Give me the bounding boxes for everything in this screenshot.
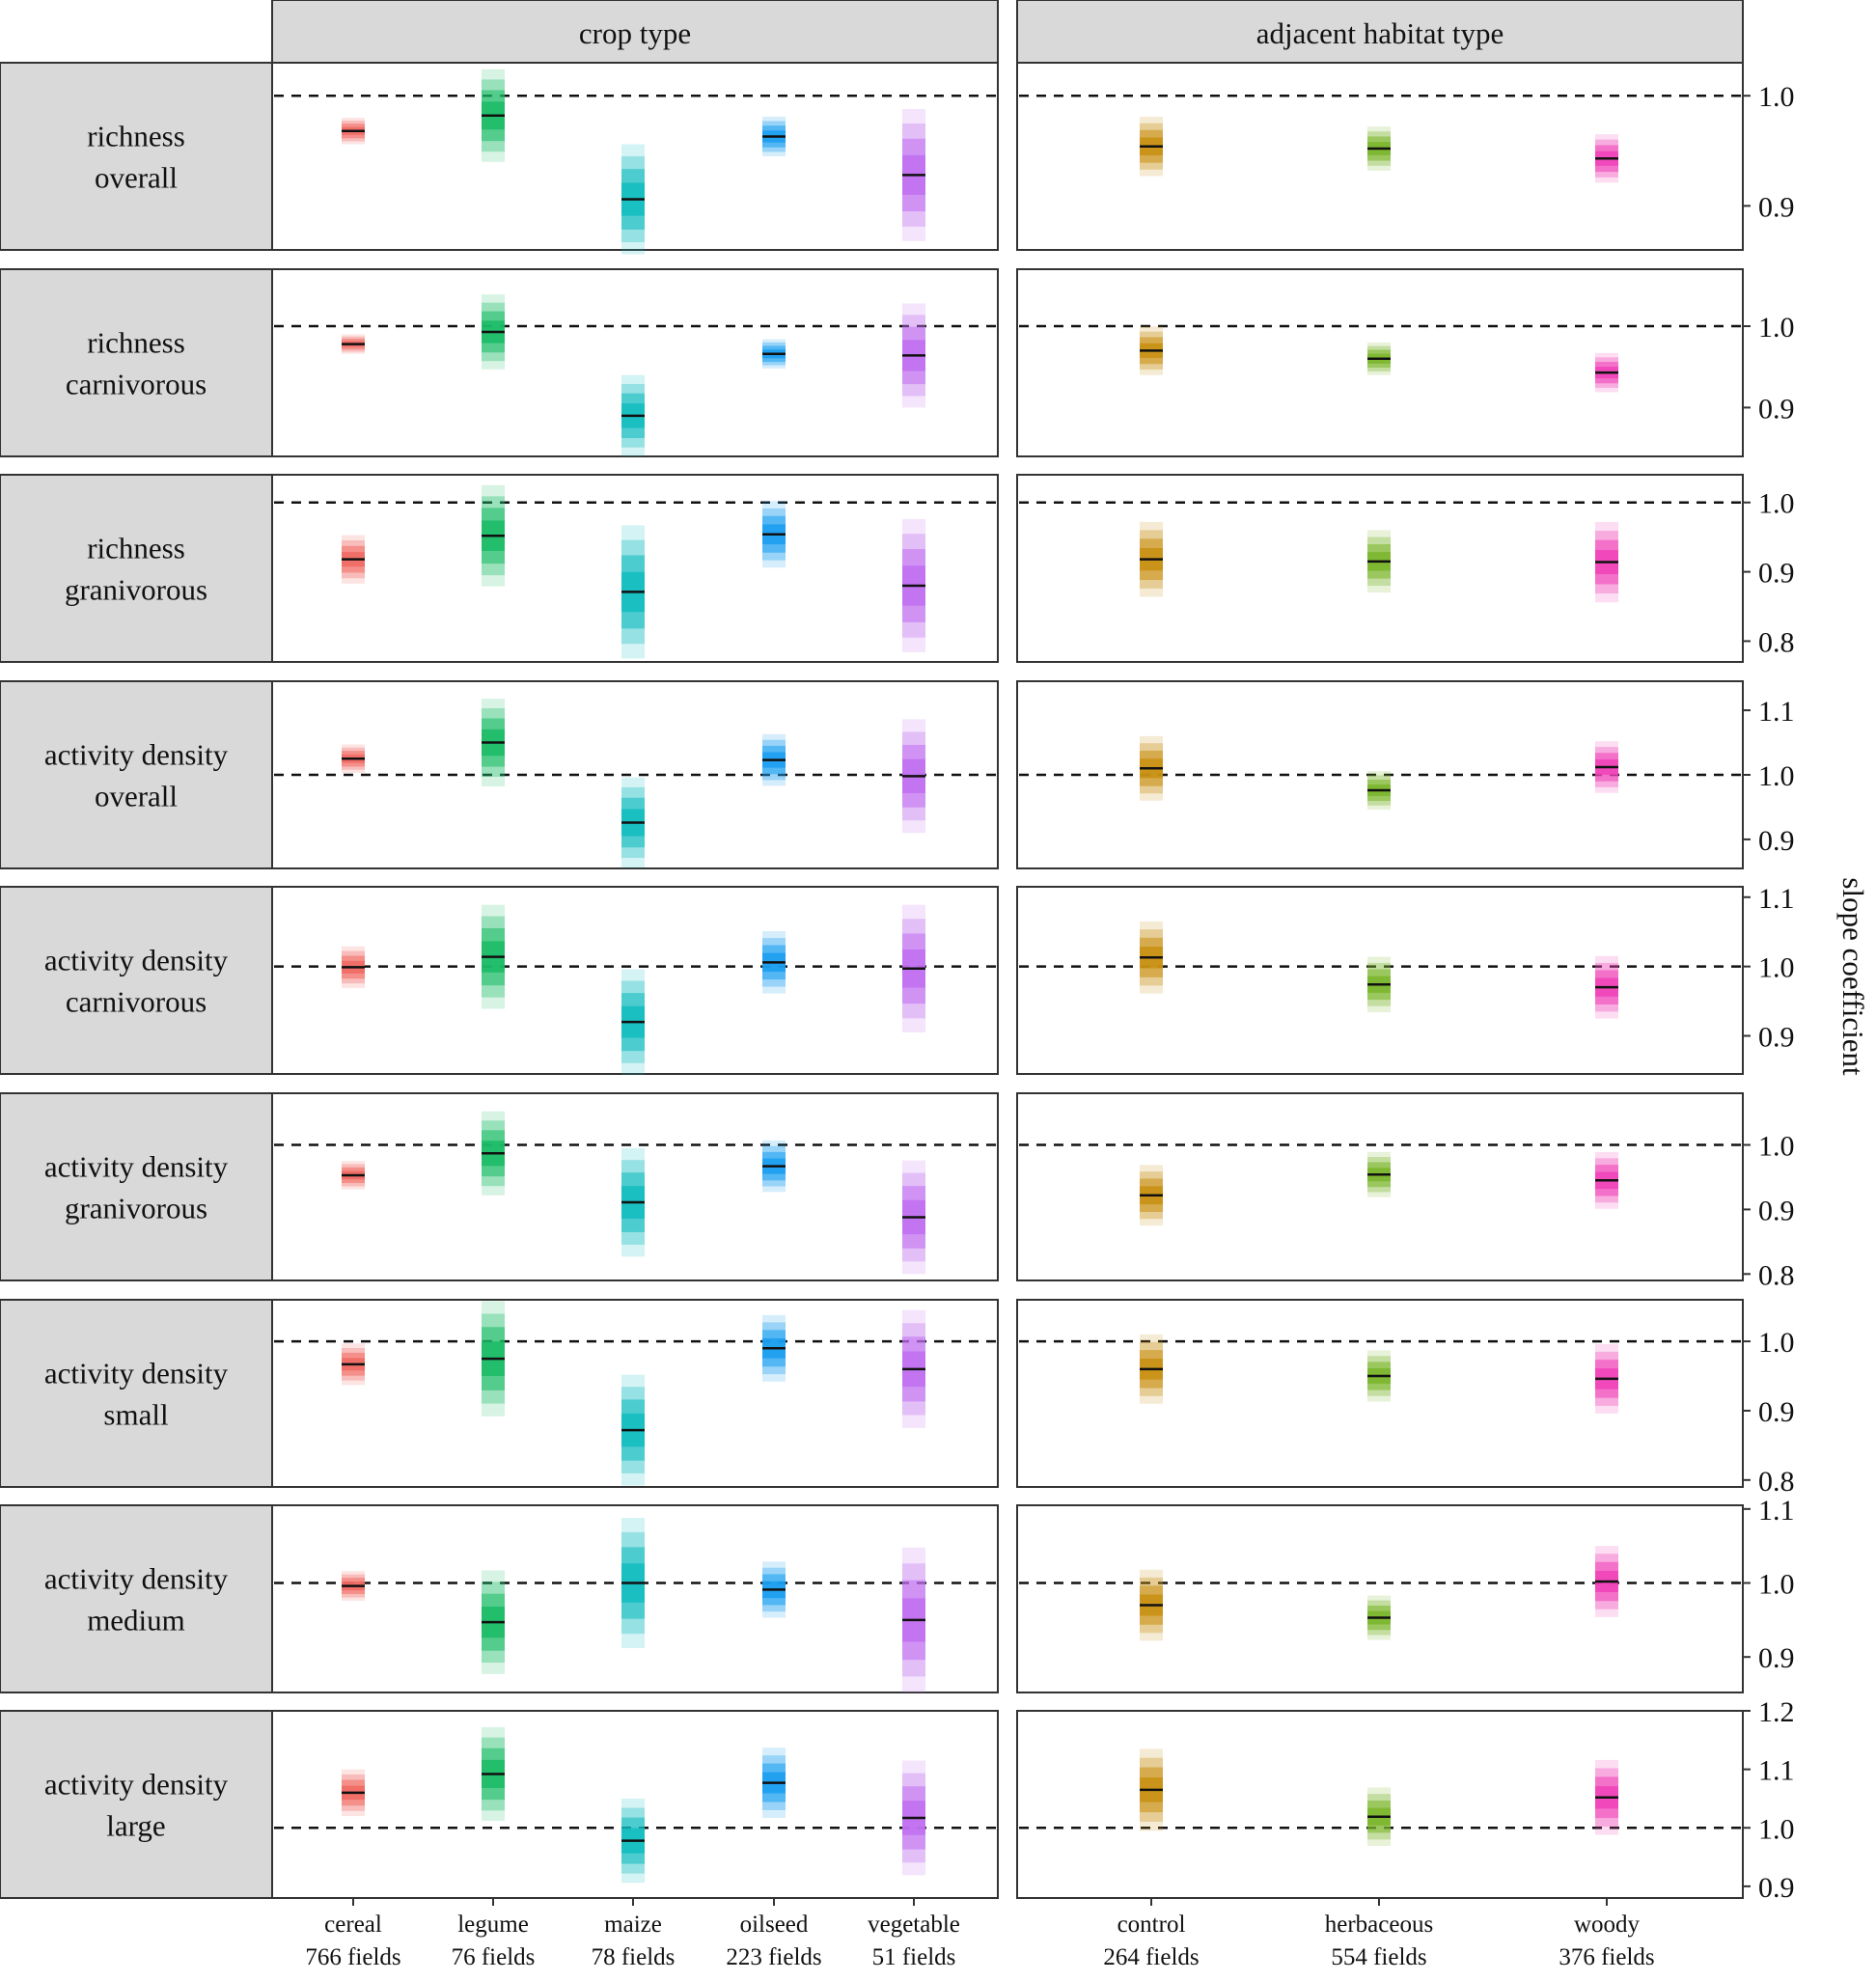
row-label-7-0: activity density (44, 1562, 229, 1596)
row-label-4-1: carnivorous (66, 985, 207, 1019)
xsublabel-crop-4: 51 fields (872, 1944, 956, 1970)
xlabel-habitat-2: woody (1574, 1912, 1641, 1938)
row-label-0-0: richness (87, 120, 185, 153)
row-label-5-1: granivorous (65, 1192, 207, 1225)
ytick-label-6-2: 0.8 (1758, 1466, 1795, 1498)
panel-crop-8 (271, 1710, 999, 1899)
row-strip-4 (0, 886, 273, 1075)
ytick-label-0-1: 0.9 (1758, 191, 1795, 223)
row-strip-2 (0, 474, 273, 663)
panel-habitat-7 (1016, 1504, 1744, 1693)
row-strip-0 (0, 62, 273, 251)
y-axis-title: slope coefficient (1836, 877, 1870, 1076)
row-label-1-0: richness (87, 326, 185, 360)
ytick-label-5-2: 0.8 (1758, 1259, 1795, 1291)
row-label-5-0: activity density (44, 1150, 229, 1184)
ytick-label-8-2: 1.0 (1758, 1813, 1795, 1845)
ytick-label-3-1: 1.0 (1758, 760, 1795, 792)
xlabel-habitat-0: control (1117, 1912, 1186, 1938)
xsublabel-crop-2: 78 fields (592, 1944, 676, 1970)
row-label-4-0: activity density (44, 944, 229, 977)
row-label-8-1: large (106, 1809, 165, 1843)
ytick-label-3-0: 1.1 (1758, 696, 1795, 728)
row-label-3-0: activity density (44, 738, 229, 772)
row-strip-7 (0, 1504, 273, 1693)
ytick-label-4-0: 1.1 (1758, 883, 1795, 915)
row-strip-6 (0, 1299, 273, 1488)
xsublabel-habitat-0: 264 fields (1103, 1944, 1199, 1970)
row-label-3-1: overall (95, 780, 178, 813)
ytick-label-7-1: 1.0 (1758, 1569, 1795, 1601)
xsublabel-crop-0: 766 fields (305, 1944, 400, 1970)
xlabel-crop-2: maize (604, 1912, 662, 1938)
row-strip-1 (0, 268, 273, 457)
ytick-label-6-0: 1.0 (1758, 1327, 1795, 1359)
ytick-label-1-0: 1.0 (1758, 312, 1795, 344)
ytick-label-0-0: 1.0 (1758, 81, 1795, 113)
row-strip-5 (0, 1092, 273, 1281)
ytick-label-8-3: 0.9 (1758, 1872, 1795, 1904)
facet-title-0: crop type (579, 16, 691, 50)
xsublabel-habitat-2: 376 fields (1559, 1944, 1654, 1970)
row-label-6-0: activity density (44, 1357, 229, 1390)
ytick-label-2-1: 0.9 (1758, 558, 1795, 590)
ytick-label-8-0: 1.2 (1758, 1696, 1795, 1728)
row-label-2-1: granivorous (65, 573, 207, 607)
xlabel-habitat-1: herbaceous (1325, 1912, 1433, 1938)
ytick-label-4-2: 0.9 (1758, 1021, 1795, 1053)
xlabel-crop-3: oilseed (740, 1912, 809, 1938)
ytick-label-6-1: 0.9 (1758, 1396, 1795, 1428)
row-label-7-1: medium (87, 1604, 185, 1637)
panel-habitat-6 (1016, 1299, 1744, 1488)
xsublabel-crop-3: 223 fields (726, 1944, 821, 1970)
ytick-label-3-2: 0.9 (1758, 825, 1795, 857)
facet-title-1: adjacent habitat type (1256, 16, 1504, 50)
xsublabel-habitat-1: 554 fields (1331, 1944, 1426, 1970)
xsublabel-crop-1: 76 fields (452, 1944, 536, 1970)
panel-habitat-3 (1016, 680, 1744, 869)
ytick-label-8-1: 1.1 (1758, 1755, 1795, 1787)
row-strip-8 (0, 1710, 273, 1899)
row-label-6-1: small (103, 1398, 168, 1432)
row-label-8-0: activity density (44, 1768, 229, 1802)
ytick-label-2-0: 1.0 (1758, 488, 1795, 520)
row-strip-3 (0, 680, 273, 869)
facet-header-0 (271, 0, 999, 64)
ytick-label-1-1: 0.9 (1758, 393, 1795, 425)
ytick-label-4-1: 1.0 (1758, 952, 1795, 984)
ytick-label-5-0: 1.0 (1758, 1131, 1795, 1163)
ytick-label-7-2: 0.9 (1758, 1642, 1795, 1674)
xlabel-crop-1: legume (457, 1912, 529, 1938)
row-label-0-1: overall (95, 161, 178, 195)
ytick-label-2-2: 0.8 (1758, 626, 1795, 658)
facet-header-1 (1016, 0, 1744, 64)
xlabel-crop-4: vegetable (868, 1912, 960, 1938)
row-label-1-1: carnivorous (66, 368, 207, 401)
ytick-label-7-0: 1.1 (1758, 1495, 1795, 1527)
xlabel-crop-0: cereal (324, 1912, 382, 1938)
ytick-label-5-1: 0.9 (1758, 1195, 1795, 1226)
row-label-2-0: richness (87, 532, 185, 565)
